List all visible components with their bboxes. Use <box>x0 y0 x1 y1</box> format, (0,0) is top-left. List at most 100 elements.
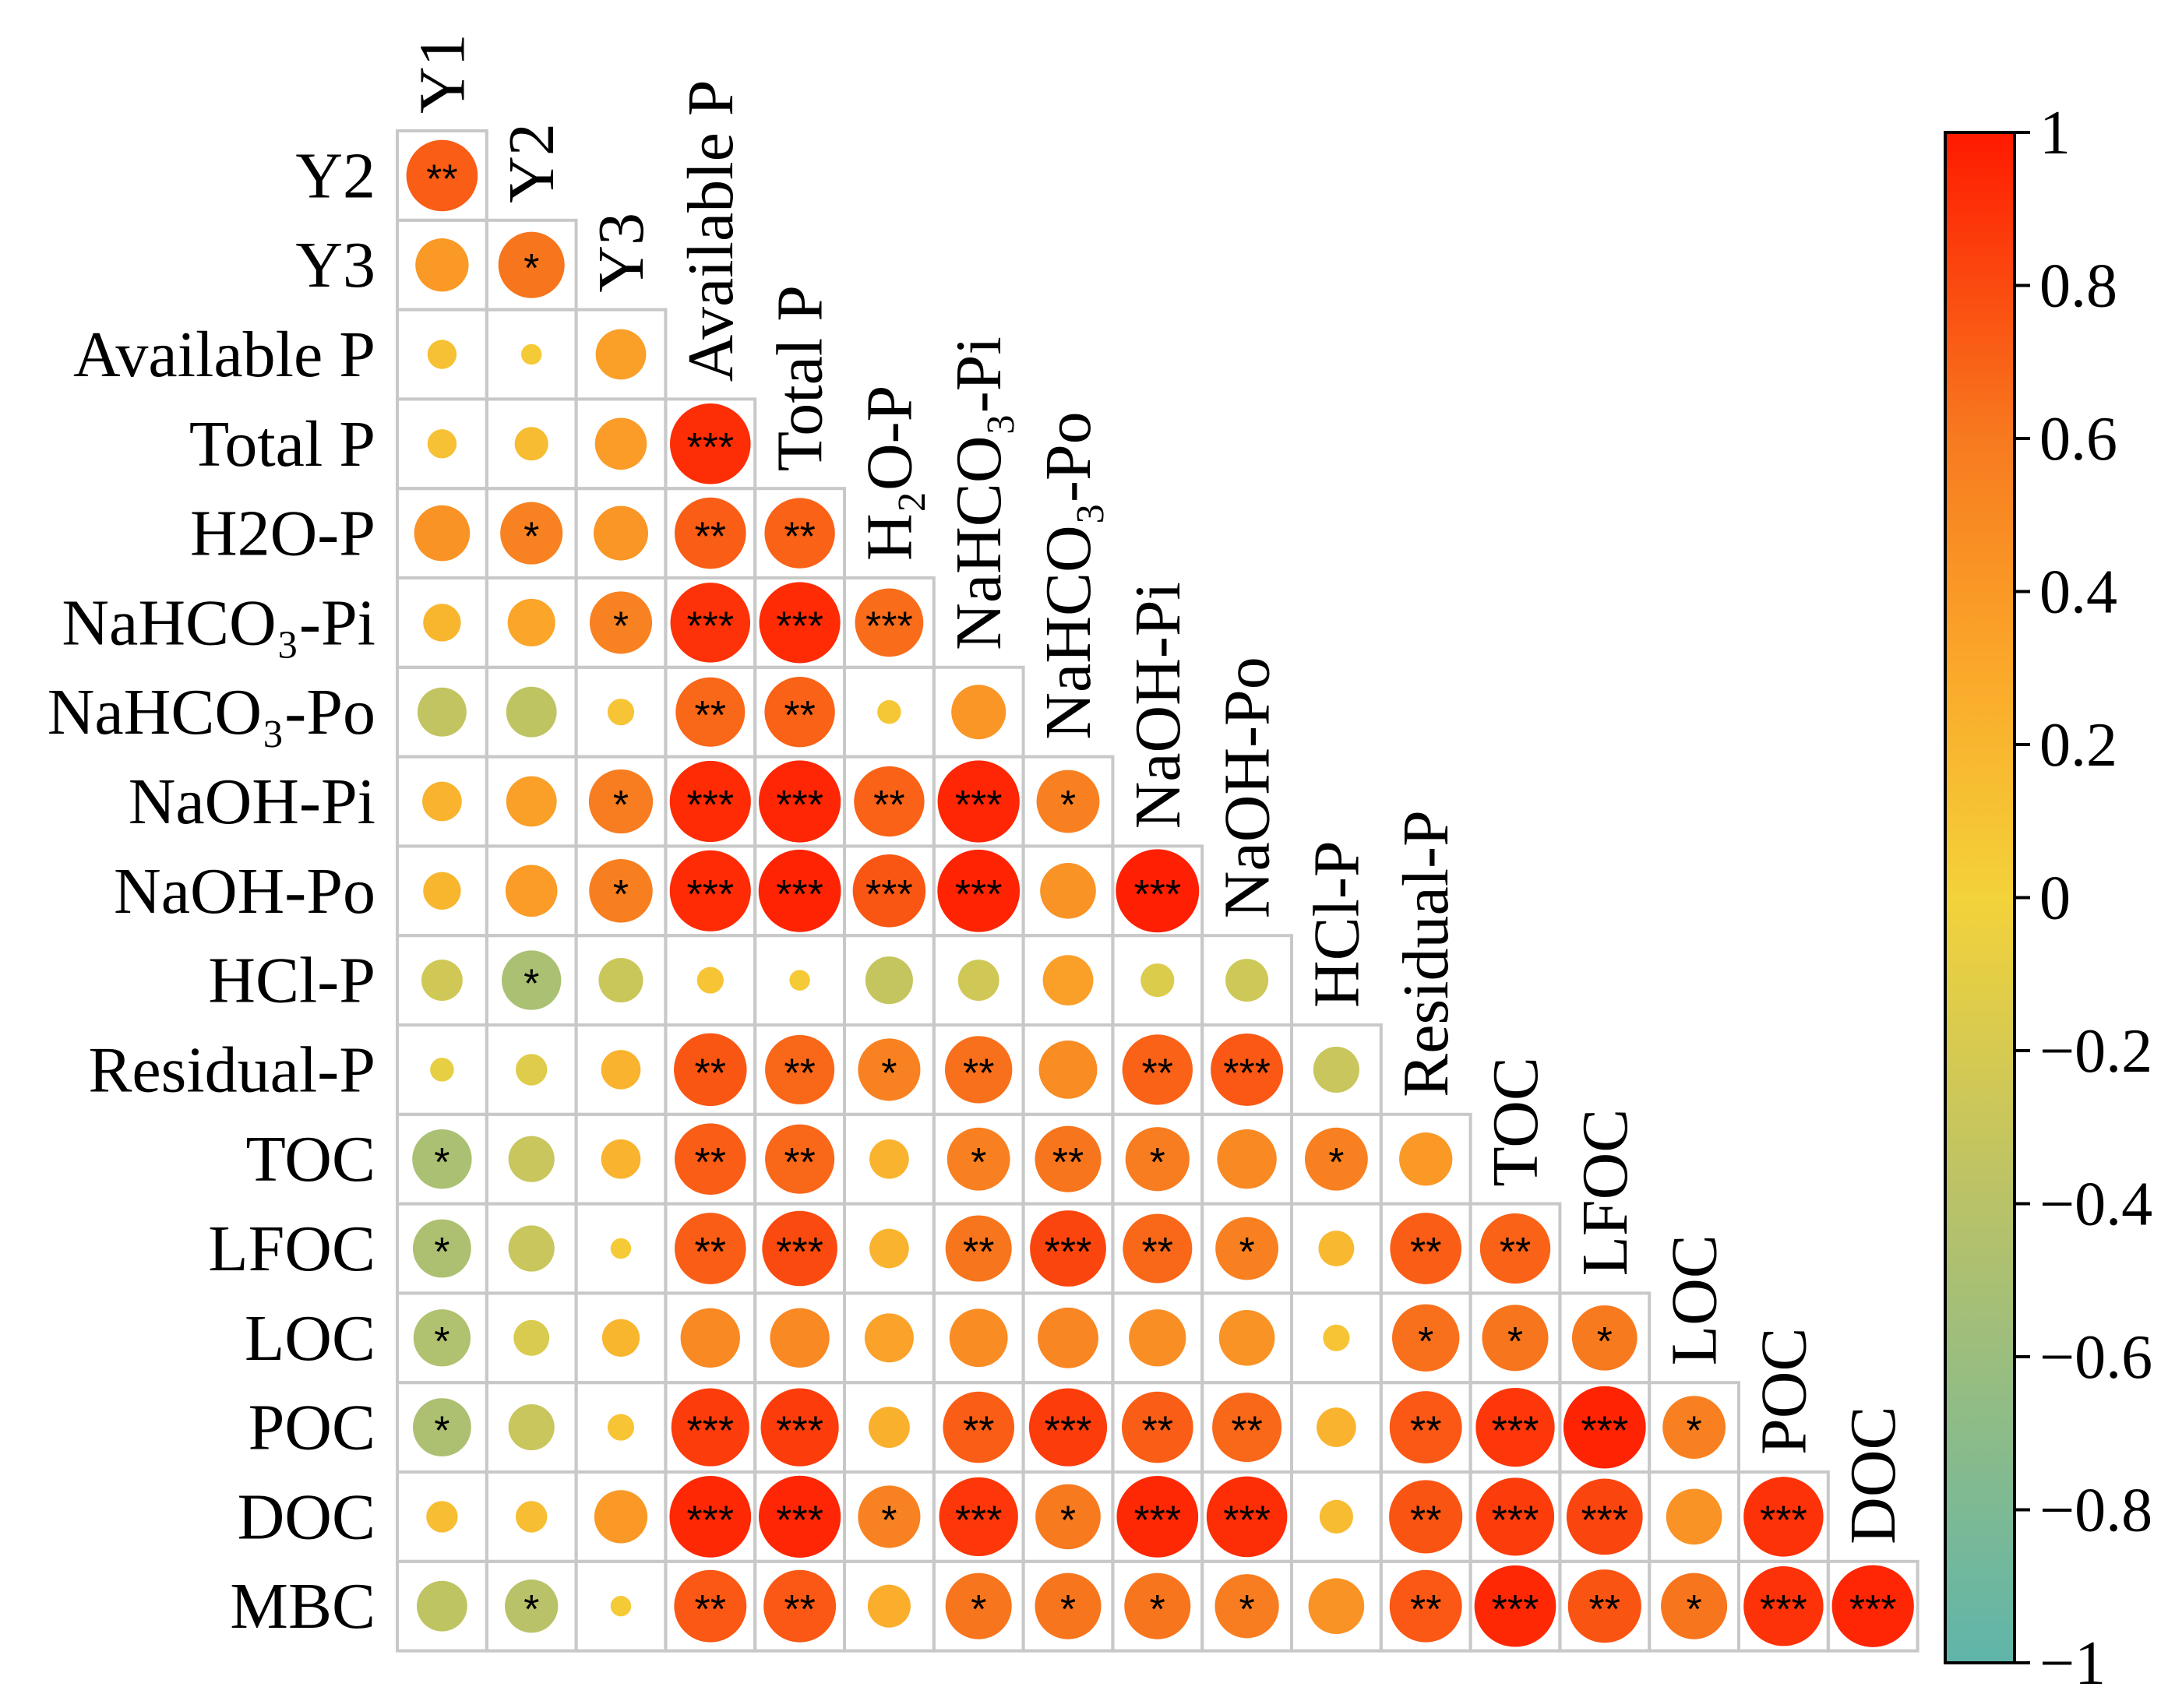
significance-label: ** <box>963 1409 994 1454</box>
significance-label: ** <box>784 1587 815 1632</box>
correlation-dot <box>610 1595 632 1617</box>
column-label: NaHCO₃-Pi <box>943 336 1015 650</box>
significance-label: * <box>1150 1140 1165 1185</box>
correlation-dot <box>1038 1040 1098 1099</box>
significance-label: ** <box>784 515 815 560</box>
colorbar-tick-label: −0.8 <box>2039 1477 2152 1545</box>
correlation-dot <box>1563 1386 1646 1469</box>
significance-label: * <box>524 962 539 1007</box>
correlation-dot <box>1482 1305 1549 1372</box>
correlation-dot <box>520 343 542 365</box>
column-label: Total P <box>764 285 837 471</box>
correlation-dot <box>1475 1387 1555 1467</box>
significance-label: ** <box>695 1230 726 1275</box>
column-label: LOC <box>1659 1234 1731 1365</box>
correlation-dot <box>1389 1569 1462 1643</box>
correlation-dot <box>594 417 647 470</box>
correlation-dot <box>855 588 924 657</box>
correlation-dot <box>957 960 999 1002</box>
row-label: Residual-P <box>88 1034 375 1106</box>
correlation-dot <box>594 505 648 561</box>
significance-label: *** <box>686 872 734 917</box>
correlation-dot <box>1474 1565 1556 1647</box>
column-label: Y3 <box>585 213 657 293</box>
correlation-dot <box>762 1210 837 1287</box>
significance-label: * <box>524 1587 539 1632</box>
row-label: Available P <box>73 319 375 391</box>
correlation-dot <box>514 427 548 461</box>
correlation-dot <box>1030 1210 1106 1287</box>
correlation-dot <box>758 760 841 843</box>
correlation-dot <box>515 1054 548 1086</box>
correlation-dot <box>601 1050 641 1090</box>
correlation-dot <box>758 849 841 932</box>
correlation-dot <box>422 781 462 822</box>
significance-label: * <box>524 246 539 291</box>
colorbar-tick-label: 0 <box>2039 865 2071 933</box>
correlation-dot <box>513 1319 550 1356</box>
colorbar-tick-label: 0.2 <box>2039 711 2117 780</box>
correlation-dot <box>1212 1393 1282 1463</box>
significance-label: ** <box>695 1140 726 1185</box>
correlation-dot <box>1831 1565 1914 1647</box>
colorbar-tick-label: 0.4 <box>2039 558 2117 627</box>
significance-label: *** <box>1492 1587 1539 1632</box>
significance-label: * <box>434 1409 449 1454</box>
significance-label: ** <box>963 1051 994 1096</box>
significance-label: *** <box>686 425 734 470</box>
significance-label: * <box>613 604 629 649</box>
correlation-dot <box>595 329 647 380</box>
colorbar-gradient <box>1944 131 2016 1664</box>
significance-label: *** <box>686 604 734 649</box>
correlation-dot <box>764 677 835 748</box>
correlation-dot <box>696 967 724 994</box>
correlation-dot <box>506 686 557 738</box>
correlation-dot <box>1217 1129 1277 1189</box>
correlation-dot <box>415 238 469 292</box>
row-label: MBC <box>230 1570 375 1643</box>
correlation-dot <box>1313 1046 1359 1093</box>
significance-label: *** <box>1045 1409 1092 1454</box>
correlation-dot <box>1140 963 1175 998</box>
correlation-dot <box>588 769 654 834</box>
row-label: LFOC <box>208 1213 375 1285</box>
correlation-dot <box>1661 1572 1728 1639</box>
row-label: Total P <box>189 408 375 481</box>
correlation-dot <box>1662 1396 1726 1460</box>
correlation-dot <box>1319 1499 1353 1534</box>
correlation-dot <box>674 1123 746 1196</box>
correlation-dot <box>1040 862 1096 919</box>
significance-label: * <box>1239 1587 1254 1632</box>
correlation-dot <box>789 970 810 991</box>
correlation-dot <box>427 429 457 459</box>
correlation-dot <box>1392 1304 1460 1372</box>
correlation-dot <box>1323 1324 1350 1351</box>
significance-label: * <box>1686 1409 1701 1454</box>
row-label: H2O-P <box>190 498 375 570</box>
correlation-dot <box>670 403 751 484</box>
correlation-dot <box>1035 1125 1102 1192</box>
significance-label: ** <box>695 1587 726 1632</box>
significance-label: *** <box>865 872 913 917</box>
correlation-dot <box>1036 769 1100 833</box>
significance-label: ** <box>1410 1498 1441 1543</box>
correlation-dot <box>945 1215 1012 1282</box>
colorbar-tick-label: 0.8 <box>2039 252 2117 321</box>
correlation-dot <box>764 498 835 569</box>
correlation-dot <box>589 591 653 654</box>
significance-label: ** <box>1052 1140 1084 1185</box>
significance-label: *** <box>776 1498 823 1543</box>
correlation-dot <box>1122 1034 1193 1105</box>
correlation-dot <box>869 1139 909 1179</box>
column-label: NaOH-Po <box>1211 657 1284 918</box>
significance-label: ** <box>1589 1587 1620 1632</box>
correlation-dot <box>414 505 471 562</box>
correlation-dot <box>765 1124 835 1194</box>
correlation-dot <box>1743 1565 1824 1646</box>
correlation-dot <box>1304 1127 1368 1191</box>
correlation-dot <box>423 872 461 910</box>
correlation-dot <box>760 1388 839 1467</box>
correlation-dot <box>505 1579 559 1633</box>
significance-label: ** <box>784 1051 815 1096</box>
significance-label: ** <box>1142 1409 1173 1454</box>
